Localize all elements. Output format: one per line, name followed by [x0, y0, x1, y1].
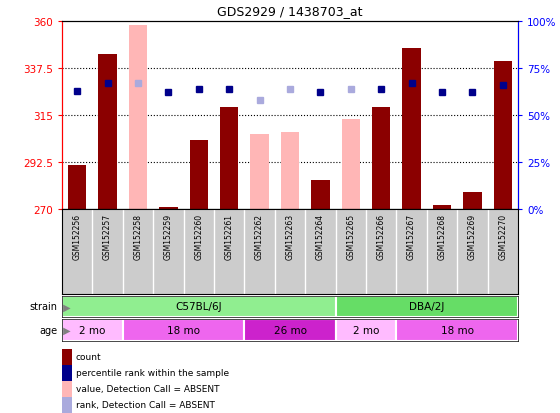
Bar	[62, 296, 335, 317]
Bar	[62, 319, 123, 341]
Bar	[342, 120, 360, 209]
Bar	[68, 166, 86, 209]
Bar	[463, 193, 482, 209]
Text: rank, Detection Call = ABSENT: rank, Detection Call = ABSENT	[76, 401, 215, 410]
Bar	[244, 319, 335, 341]
Text: GDS2929 / 1438703_at: GDS2929 / 1438703_at	[217, 5, 363, 18]
Bar	[220, 107, 239, 209]
Text: GSM152269: GSM152269	[468, 214, 477, 260]
Text: percentile rank within the sample: percentile rank within the sample	[76, 369, 229, 377]
Text: GSM152257: GSM152257	[103, 214, 112, 260]
Bar	[62, 381, 72, 397]
Bar	[62, 397, 72, 413]
Text: GSM152265: GSM152265	[346, 214, 355, 260]
Text: C57BL/6J: C57BL/6J	[175, 302, 222, 312]
Text: ▶: ▶	[60, 302, 71, 312]
Bar	[281, 133, 299, 209]
Text: DBA/2J: DBA/2J	[409, 302, 445, 312]
Bar	[403, 49, 421, 209]
Text: GSM152262: GSM152262	[255, 214, 264, 260]
Text: GSM152266: GSM152266	[377, 214, 386, 260]
Bar	[396, 319, 518, 341]
Text: 18 mo: 18 mo	[441, 325, 474, 335]
Bar	[311, 180, 329, 209]
Text: ▶: ▶	[60, 325, 71, 335]
Bar	[62, 365, 72, 381]
Text: GSM152268: GSM152268	[437, 214, 446, 260]
Text: GSM152260: GSM152260	[194, 214, 203, 260]
Bar	[433, 205, 451, 209]
Bar	[190, 141, 208, 209]
Text: GSM152256: GSM152256	[73, 214, 82, 260]
Bar	[335, 319, 396, 341]
Text: count: count	[76, 353, 101, 362]
Bar	[159, 207, 178, 209]
Text: 18 mo: 18 mo	[167, 325, 200, 335]
Bar	[129, 26, 147, 209]
Text: GSM152259: GSM152259	[164, 214, 173, 260]
Text: age: age	[39, 325, 57, 335]
Bar	[335, 296, 518, 317]
Text: GSM152267: GSM152267	[407, 214, 416, 260]
Text: 2 mo: 2 mo	[353, 325, 379, 335]
Text: GSM152258: GSM152258	[133, 214, 142, 260]
Text: 2 mo: 2 mo	[79, 325, 106, 335]
Bar	[123, 319, 244, 341]
Bar	[494, 62, 512, 209]
Text: value, Detection Call = ABSENT: value, Detection Call = ABSENT	[76, 385, 220, 394]
Text: GSM152270: GSM152270	[498, 214, 507, 260]
Bar	[372, 107, 390, 209]
Bar	[250, 135, 269, 209]
Bar	[99, 55, 116, 209]
Text: GSM152263: GSM152263	[286, 214, 295, 260]
Text: GSM152261: GSM152261	[225, 214, 234, 260]
Text: 26 mo: 26 mo	[273, 325, 306, 335]
Text: strain: strain	[29, 302, 57, 312]
Text: GSM152264: GSM152264	[316, 214, 325, 260]
Bar	[62, 349, 72, 366]
